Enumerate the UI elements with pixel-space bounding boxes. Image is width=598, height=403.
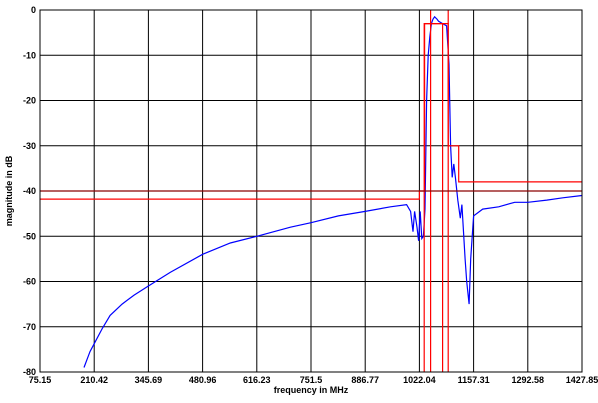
y-tick-label: -70: [23, 322, 36, 332]
y-tick-label: -80: [23, 367, 36, 377]
plot-frame: [39, 9, 583, 373]
x-tick-label: 75.15: [29, 375, 52, 385]
x-tick-label: 1022.04: [403, 375, 436, 385]
y-tick-label: -30: [23, 141, 36, 151]
x-axis-label: frequency in MHz: [274, 385, 349, 395]
x-tick-labels: 75.15 210.42 345.69 480.96 616.23 751.5 886.77…: [29, 375, 598, 385]
y-tick-label: -40: [23, 186, 36, 196]
y-axis-label: magnitude in dB: [4, 155, 14, 226]
series-layer: [40, 10, 583, 372]
x-tick-label: 751.5: [300, 375, 323, 385]
x-tick-label: 1292.58: [512, 375, 545, 385]
y-tick-label: -10: [23, 50, 36, 60]
x-tick-label: 886.77: [351, 375, 379, 385]
y-tick-labels: 0 -10 -20 -30 -40 -50 -60 -70 -80: [23, 5, 36, 377]
y-tick-label: 0: [31, 5, 36, 15]
y-tick-label: -60: [23, 277, 36, 287]
x-tick-label: 480.96: [189, 375, 217, 385]
x-tick-label: 616.23: [243, 375, 271, 385]
x-tick-label: 345.69: [135, 375, 163, 385]
x-tick-label: 1157.31: [458, 375, 490, 385]
series-line-2: [423, 23, 444, 372]
x-tick-label: 1427.85: [566, 375, 598, 385]
y-tick-label: -50: [23, 231, 36, 241]
series-line-0: [83, 15, 583, 368]
x-tick-label: 210.42: [80, 375, 108, 385]
y-tick-label: -20: [23, 96, 36, 106]
